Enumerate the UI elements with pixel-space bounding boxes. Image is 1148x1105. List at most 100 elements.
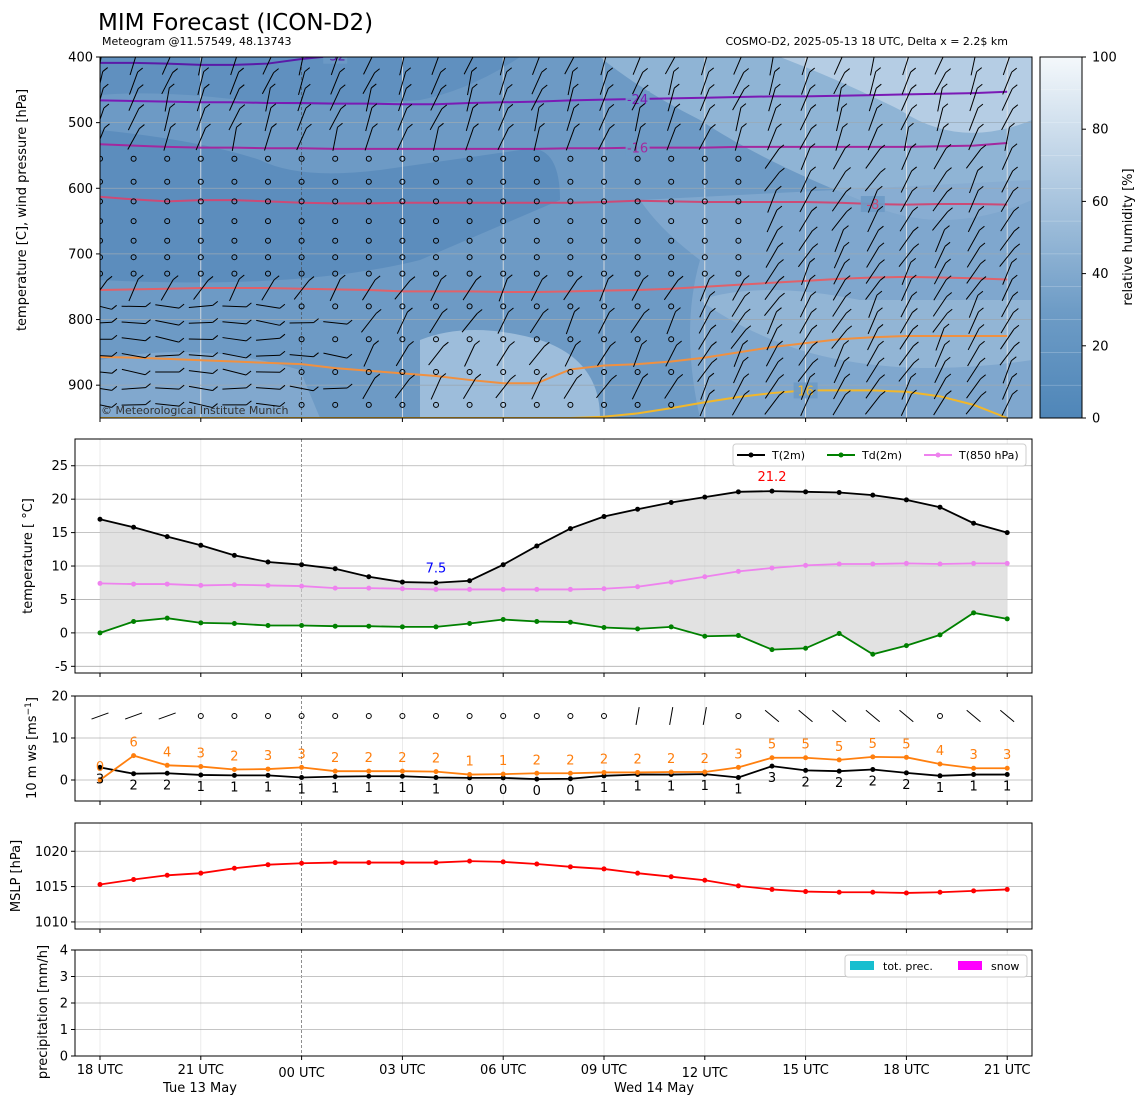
isotherm-line bbox=[100, 389, 1008, 418]
series-point bbox=[467, 578, 473, 584]
colorbar-tick-label: 20 bbox=[1092, 339, 1109, 354]
series-point bbox=[1004, 616, 1010, 622]
surface-wind-barb bbox=[899, 709, 914, 723]
wind-calm-marker bbox=[332, 178, 339, 185]
wind-barb-flag bbox=[576, 275, 583, 281]
wind-barb-flag bbox=[544, 341, 550, 347]
wind-barb-flag bbox=[977, 103, 984, 109]
gust-value-label: 2 bbox=[667, 752, 675, 767]
wind-barb-flag bbox=[279, 320, 286, 326]
wind-barb-staff bbox=[800, 170, 812, 193]
mslp-point bbox=[265, 862, 271, 868]
wind-barb-flag bbox=[246, 383, 252, 389]
surface-wind-calm bbox=[197, 713, 204, 719]
gust-value-label: 5 bbox=[835, 740, 843, 755]
x-tick-label: 18 UTC bbox=[883, 1063, 929, 1078]
wind-calm-marker bbox=[735, 218, 742, 225]
series-point bbox=[231, 621, 237, 627]
wind-barb-flag bbox=[238, 84, 245, 90]
wind-barb-flag bbox=[541, 84, 548, 90]
windspeed-line bbox=[99, 765, 1008, 781]
wind-barb-staff bbox=[100, 355, 113, 357]
wind-calm-marker bbox=[668, 336, 675, 343]
wind-barb-staff bbox=[970, 57, 976, 76]
wind-barb-flag bbox=[810, 389, 816, 395]
y-tick-label: 1020 bbox=[35, 845, 68, 860]
wind-barb-flag bbox=[212, 369, 219, 374]
wind-barb-flag bbox=[541, 373, 548, 378]
wind-barb-staff bbox=[563, 378, 578, 399]
wind-barb-flag bbox=[945, 49, 950, 53]
wind-barb-staff bbox=[665, 344, 678, 367]
panel-upper-air: -32-24-16-816 © Meteorological Institute… bbox=[15, 49, 1033, 422]
wind-calm-marker bbox=[601, 237, 607, 244]
wind-calm-marker bbox=[567, 178, 574, 185]
windspeed-point bbox=[231, 772, 237, 778]
wind-barb-staff bbox=[766, 328, 778, 351]
gust-value-label: 5 bbox=[801, 738, 809, 753]
wind-barb-flag bbox=[979, 225, 985, 231]
wind-barb-staff bbox=[933, 148, 947, 170]
wind-barb-flag bbox=[809, 372, 816, 378]
series-point bbox=[1004, 530, 1010, 536]
wind-barb-flag bbox=[877, 205, 884, 211]
wind-barb-staff bbox=[866, 344, 880, 367]
mslp-point bbox=[735, 883, 741, 889]
wind-calm-marker bbox=[601, 198, 607, 205]
wind-barb-flag bbox=[313, 386, 319, 392]
x-axis-ticks: 18 UTC 21 UTC 00 UTC 03 UTC 06 UTC 09 UTC 12 U… bbox=[77, 1063, 1031, 1081]
wind-barb-staff bbox=[999, 247, 1016, 267]
wind-barb-flag bbox=[844, 373, 851, 379]
wind-calm-marker bbox=[332, 303, 339, 310]
wind-barb-staff bbox=[797, 362, 814, 382]
wind-barb-flag bbox=[103, 103, 110, 109]
wind-barb-staff bbox=[966, 378, 982, 399]
wind-barb-flag bbox=[976, 83, 983, 89]
wind-barb-flag bbox=[777, 357, 784, 363]
wind-barb-staff bbox=[831, 211, 847, 231]
chart-title: MIM Forecast (ICON-D2) bbox=[98, 10, 373, 36]
series-line bbox=[99, 490, 1008, 584]
y-tick-label: 1015 bbox=[35, 880, 68, 895]
wind-calm-marker bbox=[265, 218, 271, 225]
wind-calm-marker bbox=[533, 178, 540, 185]
x-tick-label: 15 UTC bbox=[782, 1063, 828, 1078]
series-point bbox=[534, 619, 540, 625]
wind-barb-staff bbox=[364, 127, 373, 151]
mslp-point bbox=[769, 886, 775, 892]
series-point bbox=[198, 620, 204, 626]
wind-calm-marker bbox=[365, 303, 372, 310]
wind-barb-staff bbox=[903, 127, 909, 151]
wind-barb-flag bbox=[111, 368, 118, 374]
wind-barb-flag bbox=[944, 225, 950, 231]
series-point bbox=[971, 560, 977, 566]
wind-barb-flag bbox=[339, 67, 346, 73]
wind-calm-marker bbox=[365, 198, 372, 205]
series-point bbox=[836, 489, 842, 495]
wind-barb-staff bbox=[430, 279, 442, 302]
panel-mslp-series bbox=[97, 858, 1010, 896]
wind-barb-staff bbox=[699, 278, 710, 302]
wind-barb-flag bbox=[212, 352, 219, 357]
colorbar-label: relative humidity [%] bbox=[1121, 168, 1136, 305]
wind-barb-flag bbox=[811, 307, 817, 313]
wind-barb-flag bbox=[944, 241, 951, 247]
surface-wind-calm bbox=[937, 713, 943, 719]
wind-barb-staff bbox=[698, 328, 712, 350]
wind-barb-flag bbox=[908, 122, 914, 128]
mslp-point bbox=[836, 889, 842, 895]
wind-barb-staff bbox=[764, 280, 780, 301]
wind-calm-marker bbox=[466, 336, 473, 343]
wind-barb-staff bbox=[1001, 170, 1014, 193]
isotherm-lines: -32-24-16-816 bbox=[100, 57, 1008, 418]
temperature-legend: T(2m) Td(2m) T(850 hPa) bbox=[732, 443, 1027, 467]
wind-barb-staff bbox=[255, 354, 281, 357]
wind-barb-flag bbox=[104, 123, 110, 129]
wind-calm-marker bbox=[433, 218, 439, 225]
wind-barb-flag bbox=[273, 275, 280, 281]
wind-barb-staff bbox=[833, 57, 843, 75]
wind-barb-flag bbox=[979, 242, 986, 248]
wind-barb-staff bbox=[462, 377, 477, 400]
wind-barb-staff bbox=[164, 87, 170, 112]
wind-barb-flag bbox=[475, 49, 480, 53]
